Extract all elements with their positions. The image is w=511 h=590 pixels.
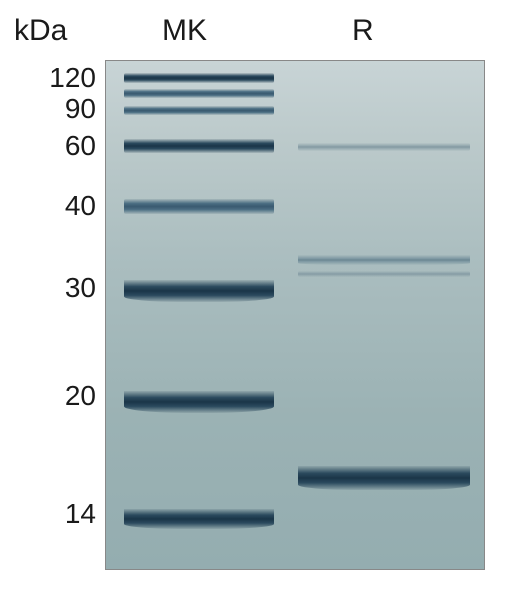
mk-band-14 [124,509,274,529]
gel-area [105,60,485,570]
mk-band-30 [124,280,274,302]
r-band-60 [298,143,470,151]
mk-band-20 [124,391,274,413]
r-band-16 [298,466,470,490]
mw-90: 90 [65,93,96,125]
mw-14: 14 [65,498,96,530]
kda-header: kDa [14,14,67,48]
mk-band-100 [124,89,274,98]
mk-band-40 [124,199,274,214]
r-header: R [352,14,374,48]
r-band-31 [298,271,470,277]
mk-header: MK [162,14,207,48]
mw-30: 30 [65,272,96,304]
mw-120: 120 [49,62,96,94]
mk-band-120 [124,73,274,83]
mw-60: 60 [65,130,96,162]
mw-20: 20 [65,380,96,412]
mw-40: 40 [65,190,96,222]
gel-electrophoresis-image: kDa MK R 120 90 60 40 30 20 14 [0,0,511,590]
r-band-33 [298,255,470,265]
mk-band-60 [124,139,274,153]
mk-band-90 [124,106,274,115]
